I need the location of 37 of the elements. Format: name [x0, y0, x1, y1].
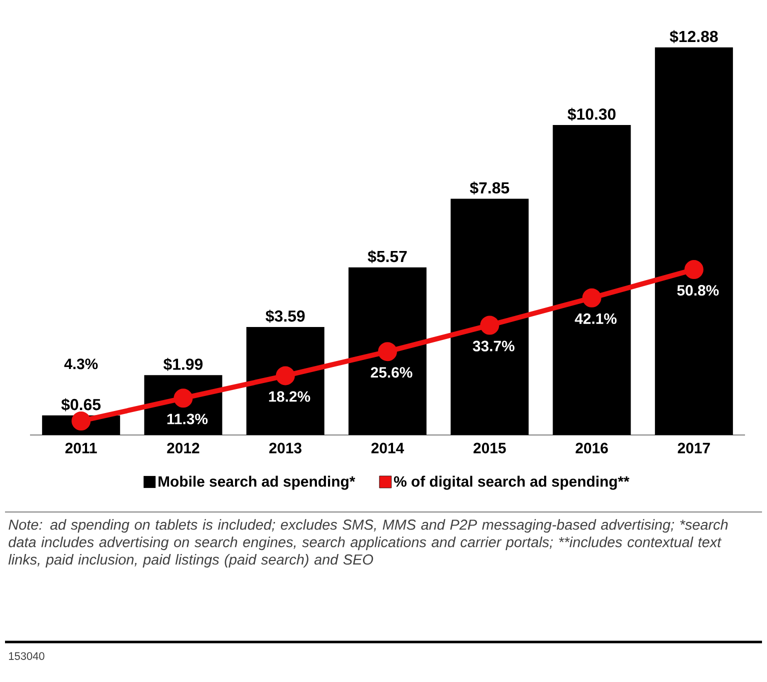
bar	[654, 47, 733, 435]
data-label: 33.7%	[472, 340, 514, 352]
x-tick-label: 2017	[678, 442, 710, 454]
point	[480, 316, 500, 335]
data-label: 50.8%	[677, 285, 719, 296]
legend-label: Mobile search ad spending*	[158, 476, 356, 490]
data-label: 18.2%	[269, 391, 310, 402]
bar	[348, 267, 427, 435]
text: Note: ad spending on tablets is included; excludes SMS, MMS and P2P messaging-based advertising; *search data includes advertising on search engines, search applications and carrier portals; **includes contextual text links, paid inclusion, paid listings (paid search) and SEO	[8, 519, 728, 568]
text: 153040	[9, 652, 44, 660]
x-tick-label: 2016	[576, 442, 608, 454]
data-label: $3.59	[266, 310, 305, 323]
bar	[450, 198, 529, 435]
data-label: 42.1%	[574, 313, 617, 324]
x-tick-label: 2014	[371, 442, 404, 454]
data-label: $0.65	[61, 398, 101, 412]
data-label: 4.3%	[64, 358, 98, 370]
data-label: $12.88	[670, 30, 718, 44]
point	[684, 260, 704, 280]
data-label: $5.57	[368, 250, 407, 264]
x-tick-label: 2011	[65, 442, 97, 454]
data-label: $10.30	[568, 108, 616, 121]
data-label: $7.85	[470, 182, 510, 195]
point	[582, 288, 602, 308]
bar	[246, 326, 324, 435]
point	[72, 411, 91, 430]
data-label: 11.3%	[167, 414, 208, 424]
point	[378, 342, 398, 362]
data-label: $1.99	[163, 358, 203, 371]
x-tick-label: 2012	[167, 442, 200, 454]
x-tick-label: 2013	[269, 442, 302, 454]
point	[174, 388, 193, 408]
legend-label: % of digital search ad spending**	[394, 476, 630, 490]
data-label: 25.6%	[370, 367, 412, 378]
point	[276, 366, 295, 386]
bar	[552, 125, 631, 435]
x-tick-label: 2015	[474, 442, 506, 454]
